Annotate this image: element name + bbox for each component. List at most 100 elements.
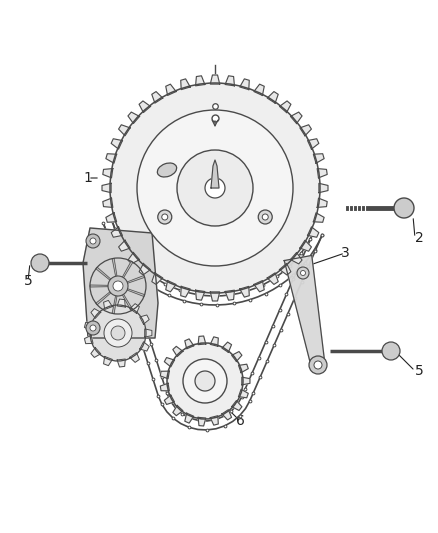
Polygon shape — [152, 273, 163, 285]
Polygon shape — [130, 353, 139, 362]
Polygon shape — [196, 290, 205, 300]
Polygon shape — [307, 139, 319, 149]
Polygon shape — [90, 285, 113, 287]
Polygon shape — [210, 292, 220, 301]
Circle shape — [110, 83, 320, 293]
Polygon shape — [313, 213, 324, 222]
Text: 4: 4 — [211, 278, 219, 292]
Circle shape — [382, 342, 400, 360]
Polygon shape — [164, 358, 174, 367]
Polygon shape — [313, 154, 324, 163]
Polygon shape — [181, 286, 190, 297]
Polygon shape — [240, 286, 249, 297]
Polygon shape — [210, 416, 218, 425]
Polygon shape — [123, 276, 145, 285]
Circle shape — [394, 198, 414, 218]
Polygon shape — [290, 112, 302, 124]
Polygon shape — [117, 359, 125, 367]
Circle shape — [86, 321, 100, 335]
Polygon shape — [103, 198, 113, 207]
Circle shape — [177, 150, 253, 226]
Polygon shape — [96, 267, 115, 283]
Polygon shape — [85, 322, 93, 330]
Circle shape — [158, 210, 172, 224]
Text: 7: 7 — [155, 214, 164, 228]
Polygon shape — [196, 76, 205, 86]
Polygon shape — [164, 395, 174, 405]
Circle shape — [162, 214, 168, 220]
Polygon shape — [160, 383, 170, 391]
Polygon shape — [117, 299, 125, 307]
Polygon shape — [279, 263, 291, 275]
Polygon shape — [267, 92, 278, 103]
Polygon shape — [225, 76, 234, 86]
Polygon shape — [103, 168, 113, 178]
Polygon shape — [102, 183, 111, 192]
Polygon shape — [225, 290, 234, 300]
Text: 3: 3 — [341, 246, 350, 260]
Polygon shape — [317, 168, 327, 178]
Polygon shape — [123, 287, 145, 296]
Text: 2: 2 — [415, 231, 424, 245]
Polygon shape — [232, 401, 242, 410]
Polygon shape — [173, 346, 183, 357]
Polygon shape — [139, 101, 151, 112]
Polygon shape — [128, 253, 140, 264]
Polygon shape — [106, 213, 117, 222]
Polygon shape — [119, 240, 130, 251]
Polygon shape — [185, 339, 194, 349]
Circle shape — [90, 325, 96, 331]
Polygon shape — [210, 75, 220, 84]
Polygon shape — [111, 139, 123, 149]
Polygon shape — [267, 273, 278, 285]
Polygon shape — [160, 371, 170, 379]
Ellipse shape — [157, 163, 177, 177]
Circle shape — [86, 234, 100, 248]
Polygon shape — [279, 101, 291, 112]
Polygon shape — [173, 406, 183, 416]
Polygon shape — [91, 309, 101, 318]
Circle shape — [300, 271, 305, 276]
Polygon shape — [166, 84, 176, 95]
Circle shape — [195, 371, 215, 391]
Polygon shape — [254, 280, 264, 292]
Circle shape — [309, 356, 327, 374]
Circle shape — [31, 254, 49, 272]
Circle shape — [104, 319, 132, 347]
Polygon shape — [83, 228, 158, 338]
Polygon shape — [210, 337, 218, 346]
Circle shape — [183, 359, 227, 403]
Circle shape — [297, 267, 309, 279]
Polygon shape — [120, 261, 133, 282]
Polygon shape — [222, 410, 232, 420]
Polygon shape — [185, 413, 194, 423]
Circle shape — [113, 281, 123, 291]
Circle shape — [314, 361, 322, 369]
Text: 1: 1 — [84, 171, 92, 185]
Polygon shape — [152, 92, 163, 103]
Text: 5: 5 — [415, 364, 424, 378]
Polygon shape — [139, 263, 151, 275]
Polygon shape — [120, 290, 133, 311]
Polygon shape — [91, 348, 101, 358]
Polygon shape — [242, 377, 250, 385]
Text: 5: 5 — [24, 274, 32, 288]
Polygon shape — [85, 335, 93, 344]
Polygon shape — [222, 342, 232, 352]
Polygon shape — [111, 227, 123, 237]
Circle shape — [90, 238, 96, 244]
Polygon shape — [319, 183, 328, 192]
Polygon shape — [145, 329, 152, 337]
Polygon shape — [112, 291, 118, 314]
Polygon shape — [211, 160, 219, 188]
Polygon shape — [119, 125, 130, 136]
Circle shape — [90, 305, 146, 361]
Circle shape — [205, 178, 225, 198]
Polygon shape — [140, 315, 149, 324]
Circle shape — [167, 343, 243, 419]
Polygon shape — [317, 198, 327, 207]
Text: 6: 6 — [236, 414, 244, 428]
Circle shape — [258, 210, 272, 224]
Polygon shape — [103, 301, 113, 310]
Polygon shape — [112, 259, 118, 281]
